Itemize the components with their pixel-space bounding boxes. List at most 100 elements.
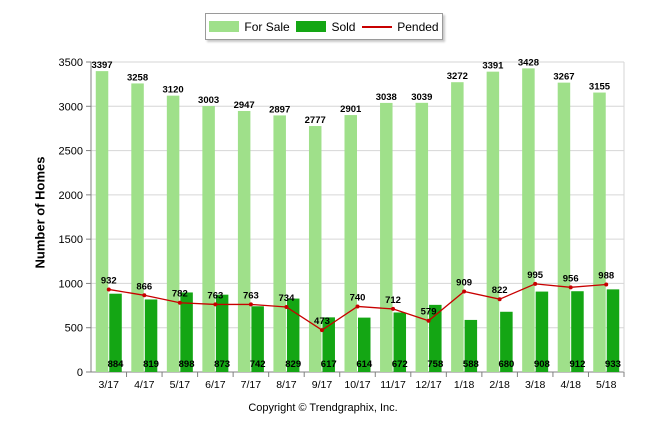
x-tick-label: 3/17 <box>99 379 120 391</box>
bar-sold <box>358 317 371 372</box>
point-pended <box>319 328 324 333</box>
bar-sold <box>322 317 335 372</box>
point-pended <box>248 302 253 307</box>
label-pended: 740 <box>350 292 366 303</box>
bar-sold <box>286 298 300 372</box>
x-tick-label: 12/17 <box>415 379 441 391</box>
label-for-sale: 3272 <box>447 71 468 82</box>
legend-label-pended: Pended <box>397 19 439 34</box>
bar-for-sale <box>308 126 322 372</box>
label-for-sale: 3267 <box>553 72 574 83</box>
point-pended <box>462 289 467 294</box>
bar-sold <box>215 294 229 372</box>
point-pended <box>568 285 573 290</box>
label-for-sale: 2947 <box>234 100 255 111</box>
label-sold: 898 <box>179 359 195 370</box>
label-pended: 909 <box>456 277 472 288</box>
bar-for-sale <box>344 115 357 372</box>
label-pended: 763 <box>243 290 259 301</box>
x-tick-label: 10/17 <box>344 379 370 391</box>
label-sold: 758 <box>427 359 443 370</box>
label-pended: 763 <box>207 290 223 301</box>
label-sold: 742 <box>250 359 266 370</box>
y-tick-label: 500 <box>65 323 83 335</box>
y-tick-label: 1500 <box>59 234 83 246</box>
label-sold: 614 <box>356 359 373 370</box>
point-pended <box>497 297 502 302</box>
legend-item-for-sale: For Sale <box>209 19 290 34</box>
legend-swatch-pended <box>362 25 393 28</box>
y-tick-label: 0 <box>77 367 83 379</box>
legend-swatch-for-sale <box>209 21 240 32</box>
label-pended: 822 <box>492 285 508 296</box>
label-pended: 473 <box>314 316 330 327</box>
bar-for-sale <box>522 68 535 373</box>
legend-item-pended: Pended <box>362 19 439 34</box>
x-tick-label: 3/18 <box>525 379 546 391</box>
label-sold: 873 <box>214 359 230 370</box>
label-pended: 866 <box>136 281 152 292</box>
y-tick-label: 3500 <box>59 57 83 69</box>
copyright-footer: Copyright © Trendgraphix, Inc. <box>248 402 398 414</box>
x-tick-label: 2/18 <box>489 379 510 391</box>
y-axis-title: Number of Homes <box>32 156 48 269</box>
label-sold: 908 <box>534 359 550 370</box>
bar-sold <box>535 291 549 372</box>
label-for-sale: 3120 <box>163 85 184 96</box>
legend-label-for-sale: For Sale <box>244 19 290 34</box>
y-tick-label: 1000 <box>59 278 83 290</box>
label-pended: 579 <box>421 307 437 318</box>
bar-sold <box>571 291 584 372</box>
label-for-sale: 3397 <box>91 60 112 71</box>
label-pended: 988 <box>598 270 614 281</box>
label-sold: 819 <box>143 359 159 370</box>
y-tick-label: 3000 <box>59 101 83 113</box>
bar-for-sale <box>380 102 393 373</box>
bar-sold <box>251 306 264 372</box>
y-tick-label: 2000 <box>59 190 83 202</box>
bar-sold <box>500 311 513 372</box>
bar-sold <box>464 319 478 372</box>
point-pended <box>213 302 218 307</box>
label-sold: 933 <box>605 359 621 370</box>
label-sold: 588 <box>463 359 479 370</box>
point-pended <box>426 318 431 323</box>
label-for-sale: 3155 <box>589 82 611 93</box>
x-tick-label: 5/18 <box>596 379 617 391</box>
label-for-sale: 3428 <box>518 57 539 68</box>
bar-sold <box>429 304 442 372</box>
label-for-sale: 3003 <box>198 95 219 106</box>
bar-sold <box>606 289 620 372</box>
label-pended: 932 <box>101 275 117 286</box>
point-pended <box>355 304 360 309</box>
x-tick-label: 11/17 <box>380 379 406 391</box>
label-sold: 617 <box>321 359 337 370</box>
legend-item-sold: Sold <box>296 20 355 34</box>
x-tick-label: 6/17 <box>205 379 226 391</box>
point-pended <box>533 281 538 286</box>
label-for-sale: 2777 <box>305 115 326 126</box>
label-pended: 995 <box>527 270 544 281</box>
point-pended <box>106 287 111 292</box>
bar-for-sale <box>166 95 180 373</box>
x-tick-label: 5/17 <box>170 379 191 391</box>
label-for-sale: 3258 <box>127 72 148 83</box>
bar-for-sale <box>273 115 286 372</box>
point-pended <box>391 306 396 311</box>
bar-sold <box>109 293 122 372</box>
x-tick-label: 7/17 <box>241 379 262 391</box>
point-pended <box>177 300 182 305</box>
bar-for-sale <box>95 71 109 372</box>
label-sold: 912 <box>570 359 586 370</box>
label-sold: 829 <box>285 359 301 370</box>
label-for-sale: 3038 <box>376 92 397 103</box>
label-for-sale: 2901 <box>340 104 362 115</box>
bar-for-sale <box>451 82 464 373</box>
label-pended: 782 <box>172 289 188 300</box>
label-pended: 956 <box>563 273 579 284</box>
legend-swatch-sold <box>296 21 327 32</box>
x-tick-label: 1/18 <box>454 379 475 391</box>
label-sold: 680 <box>498 359 514 370</box>
y-tick-label: 2500 <box>59 146 83 158</box>
